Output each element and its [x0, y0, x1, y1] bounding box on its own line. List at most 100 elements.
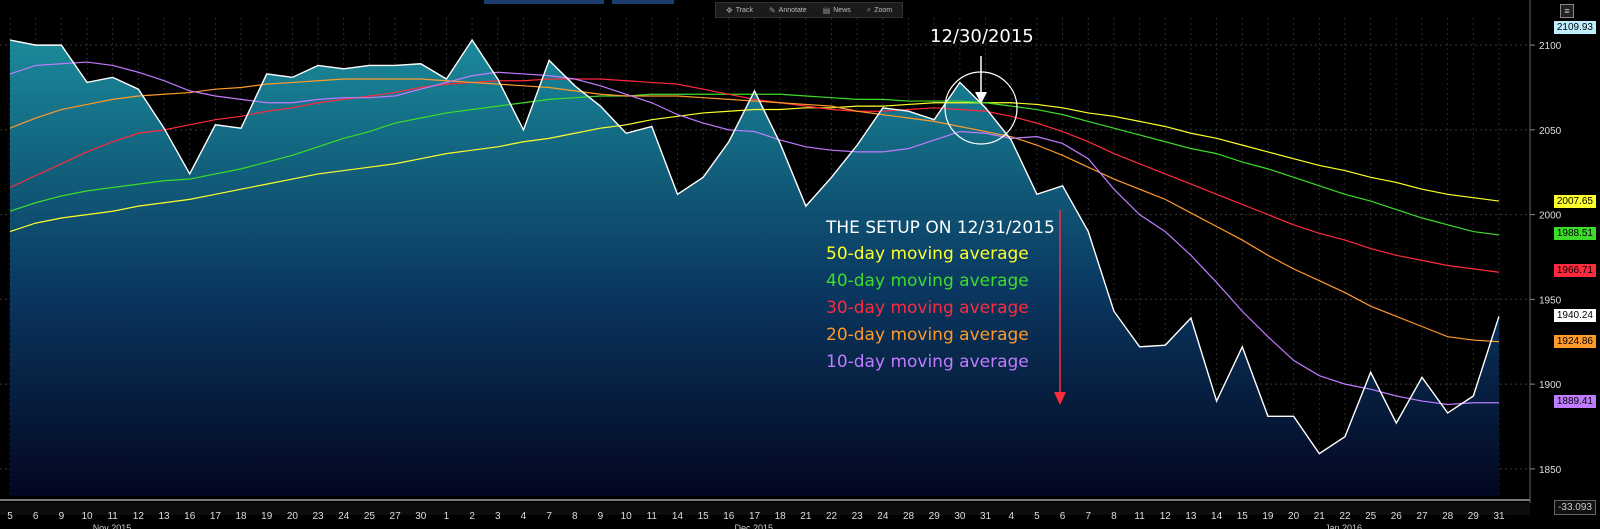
x-tick-label: 5 [1034, 511, 1040, 522]
ma10-line [9, 61, 1499, 406]
x-tick-label: 13 [158, 511, 170, 522]
x-tick-label: 27 [1416, 511, 1428, 522]
x-tick-label: 22 [826, 511, 838, 522]
x-tick-label: 24 [338, 511, 350, 522]
x-axis: 5 6 9 10 11 12 13 16 17 18 19 20 23 24 25 27 30 1 2 3 4 7 8 9 10… [7, 511, 1505, 529]
down-arrow-head [1054, 392, 1066, 405]
date-annotation: 12/30/2015 [930, 26, 1034, 47]
ma20-last-value: 1924.86 [1553, 334, 1596, 348]
ma10-last-value: 1889.41 [1553, 395, 1596, 409]
x-tick-label: 3 [495, 511, 501, 522]
x-tick-label: 9 [598, 511, 604, 522]
x-tick-label: 4 [521, 511, 527, 522]
x-tick-label: 8 [1111, 511, 1117, 522]
tab-bar-segment[interactable] [612, 0, 674, 4]
y-tick-label: 1900 [1539, 380, 1562, 391]
x-tick-label: 27 [390, 511, 402, 522]
ma40-line [9, 93, 1500, 236]
x-tick-label: 12 [133, 511, 145, 522]
chart-menu-icon[interactable]: ≡ [1560, 4, 1574, 18]
price-last-value: 1940.24 [1553, 308, 1596, 322]
ma40-last-value: 1988.51 [1553, 227, 1596, 241]
legend-item: 10-day moving average [826, 352, 1029, 372]
track-label: Track [735, 6, 753, 14]
x-tick-label: 18 [235, 511, 247, 522]
price-area [10, 40, 1499, 496]
tab-bar-segment[interactable] [484, 0, 604, 4]
x-tick-label: 12 [1160, 511, 1172, 522]
crosshair-icon: ✥ [726, 5, 733, 15]
x-tick-label: 15 [1237, 511, 1249, 522]
annotate-button[interactable]: ✎ Annotate [763, 6, 813, 15]
month-label: Jan 2016 [1325, 523, 1362, 529]
price-line [9, 38, 1500, 455]
x-tick-label: 17 [749, 511, 761, 522]
ma30-last-value: 1966.71 [1553, 264, 1596, 278]
x-tick-label: 14 [672, 511, 684, 522]
chart-toolbar: ✥ Track ✎ Annotate ▤ News ⌕ Zoom [715, 2, 904, 18]
x-tick-label: 25 [364, 511, 376, 522]
news-button[interactable]: ▤ News [817, 6, 857, 15]
x-tick-label: 15 [698, 511, 710, 522]
x-tick-label: 30 [415, 511, 427, 522]
x-tick-label: 9 [59, 511, 65, 522]
x-tick-label: 18 [775, 511, 787, 522]
pencil-icon: ✎ [768, 5, 776, 15]
x-tick-label: 28 [903, 511, 915, 522]
x-tick-label: 30 [954, 511, 966, 522]
x-tick-label: 6 [33, 511, 39, 522]
legend-item: 30-day moving average [826, 298, 1029, 318]
x-tick-label: 21 [800, 511, 812, 522]
zoom-button[interactable]: ⌕ Zoom [861, 5, 898, 15]
x-tick-label: 24 [877, 511, 889, 522]
y-tick-label: 1850 [1539, 465, 1562, 476]
ma50-line [9, 102, 1500, 233]
x-tick-label: 10 [81, 511, 93, 522]
month-label: Nov 2015 [93, 523, 132, 529]
month-label: Dec 2015 [735, 523, 774, 529]
top-price-box: 2109.93 [1553, 21, 1596, 35]
bottom-value-box: -33.093 [1554, 500, 1596, 515]
track-button[interactable]: ✥ Track [720, 6, 759, 15]
y-tick-label: 2000 [1539, 211, 1562, 222]
x-tick-label: 22 [1339, 511, 1351, 522]
y-axis: 1850 1900 1950 2000 2050 2100 [1530, 41, 1562, 476]
ma50-last-value: 2007.65 [1553, 194, 1596, 208]
x-tick-label: 16 [184, 511, 196, 522]
x-tick-label: 11 [107, 511, 118, 522]
ma20-line [9, 78, 1500, 343]
x-tick-label: 20 [287, 511, 299, 522]
x-tick-label: 26 [1391, 511, 1403, 522]
news-icon: ▤ [822, 5, 831, 15]
x-tick-label: 7 [546, 511, 552, 522]
x-tick-label: 14 [1211, 511, 1223, 522]
x-tick-label: 21 [1314, 511, 1326, 522]
x-tick-label: 29 [1468, 511, 1480, 522]
news-label: News [833, 6, 851, 14]
x-tick-label: 5 [7, 511, 13, 522]
x-tick-label: 23 [313, 511, 325, 522]
bottom-pane [0, 503, 1530, 515]
x-tick-label: 6 [1060, 511, 1066, 522]
x-tick-label: 10 [621, 511, 633, 522]
x-tick-label: 19 [1262, 511, 1274, 522]
legend-item: 40-day moving average [826, 271, 1029, 291]
x-tick-label: 16 [723, 511, 735, 522]
y-tick-label: 2100 [1539, 41, 1562, 52]
x-tick-label: 31 [1493, 511, 1505, 522]
setup-title: THE SETUP ON 12/31/2015 [826, 218, 1055, 238]
y-tick-label: 1950 [1539, 295, 1562, 306]
y-tick-label: 2050 [1539, 126, 1562, 137]
x-tick-label: 31 [980, 511, 992, 522]
x-tick-label: 29 [929, 511, 941, 522]
x-tick-label: 23 [852, 511, 864, 522]
legend-item: 20-day moving average [826, 325, 1029, 345]
magnifier-icon: ⌕ [866, 5, 872, 14]
x-tick-label: 2 [469, 511, 475, 522]
x-tick-label: 25 [1365, 511, 1377, 522]
x-tick-label: 17 [210, 511, 222, 522]
x-tick-label: 4 [1008, 511, 1014, 522]
x-tick-label: 8 [572, 511, 578, 522]
ma30-line [9, 78, 1500, 273]
